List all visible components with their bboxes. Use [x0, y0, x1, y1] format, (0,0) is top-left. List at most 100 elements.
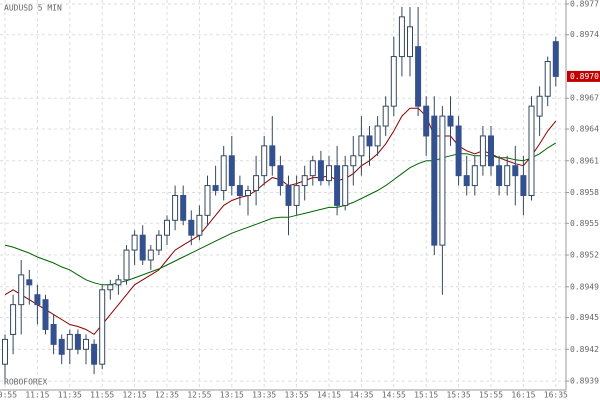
candle-body: [496, 165, 503, 187]
chart-title: AUDUSD 5 MIN: [4, 4, 62, 13]
candle-body: [552, 41, 559, 77]
last-price-box: [567, 70, 600, 82]
candle-body: [471, 165, 478, 187]
candle-body: [447, 115, 454, 127]
x-tick-label: 14:15: [317, 391, 341, 400]
candle-body: [415, 46, 422, 107]
candle-body: [544, 61, 551, 97]
y-tick-label: 0.8974: [570, 30, 599, 39]
x-tick-label: 15:55: [479, 391, 503, 400]
candle-body: [536, 95, 543, 117]
candle-body: [91, 343, 98, 365]
candle-body: [42, 299, 49, 330]
x-tick-label: 11:35: [58, 391, 82, 400]
candle-body: [66, 333, 73, 350]
candle-body: [374, 125, 381, 147]
y-tick-label: 0.8952: [570, 251, 599, 260]
candle-body: [439, 115, 446, 246]
y-tick-label: 0.8942: [570, 345, 599, 354]
x-tick-label: 11:55: [90, 391, 114, 400]
candle-body: [309, 160, 316, 177]
x-tick-label: 16:15: [511, 391, 535, 400]
candle-body: [228, 155, 235, 187]
candles: [2, 6, 559, 385]
y-tick-label: 0.8964: [570, 125, 599, 134]
candle-body: [285, 185, 292, 206]
y-tick-label: 0.8949: [570, 282, 599, 291]
candle-body: [34, 294, 41, 306]
candle-body: [74, 333, 81, 350]
candle-body: [269, 145, 276, 167]
candle-body: [99, 289, 106, 365]
x-tick-label: 15:35: [447, 391, 471, 400]
candle-body: [204, 185, 211, 216]
y-tick-label: 0.8955: [570, 219, 599, 228]
moving-average: [4, 142, 557, 286]
candle-body: [147, 249, 154, 261]
x-tick-label: 13:35: [252, 391, 276, 400]
y-tick-label: 0.8958: [570, 188, 599, 197]
candle-body: [334, 165, 341, 206]
x-tick-label: 10:55: [0, 391, 17, 400]
candle-body: [382, 105, 389, 127]
watermark: ROBOFOREX: [4, 378, 48, 387]
candle-body: [220, 155, 227, 192]
candle-body: [358, 135, 365, 157]
candle-body: [18, 274, 25, 306]
x-tick-label: 11:15: [25, 391, 49, 400]
candle-body: [455, 125, 462, 177]
candle-body: [10, 304, 17, 335]
candle-body: [504, 165, 511, 187]
candle-body: [431, 115, 438, 246]
candle-body: [261, 145, 268, 177]
candle-body: [2, 338, 8, 365]
y-tick-label: 0.8945: [570, 313, 599, 322]
candle-body: [236, 185, 243, 196]
candle-body: [520, 175, 527, 196]
x-tick-label: 13:55: [285, 391, 309, 400]
candle-body: [164, 219, 170, 236]
last-price-label: 0.8970: [570, 72, 599, 81]
candle-body: [488, 135, 494, 167]
candle-body: [398, 16, 405, 58]
candle-body: [528, 105, 535, 196]
x-tick-label: 12:55: [187, 391, 211, 400]
x-tick-label: 16:35: [544, 391, 568, 400]
candle-body: [463, 175, 470, 187]
x-tick-label: 14:35: [349, 391, 373, 400]
candle-body: [172, 194, 179, 221]
candle-body: [115, 279, 122, 286]
candle-body: [366, 135, 373, 147]
candle-body: [131, 234, 138, 251]
x-tick-label: 12:35: [155, 391, 179, 400]
candle-body: [293, 185, 300, 206]
candle-body: [180, 194, 187, 221]
candle-body: [196, 214, 203, 236]
y-tick-label: 0.8967: [570, 94, 599, 103]
candle-body: [188, 219, 195, 236]
x-tick-label: 14:55: [382, 391, 406, 400]
candle-body: [58, 338, 65, 355]
candle-body: [350, 155, 357, 167]
candle-body: [139, 234, 146, 261]
candle-body: [423, 105, 430, 137]
x-tick-label: 13:15: [220, 391, 244, 400]
y-tick-label: 0.8939: [570, 377, 599, 386]
candle-body: [123, 249, 130, 281]
x-tick-label: 12:15: [123, 391, 147, 400]
candle-body: [317, 160, 324, 182]
candle-body: [342, 165, 349, 206]
candle-body: [50, 324, 57, 345]
candle-body: [155, 234, 162, 251]
candle-body: [107, 284, 114, 291]
candle-body: [253, 175, 260, 192]
x-tick-label: 15:15: [414, 391, 438, 400]
candle-body: [26, 279, 33, 286]
candle-body: [407, 26, 413, 58]
candle-body: [512, 165, 519, 177]
candle-body: [390, 56, 397, 107]
candle-body: [245, 190, 251, 196]
